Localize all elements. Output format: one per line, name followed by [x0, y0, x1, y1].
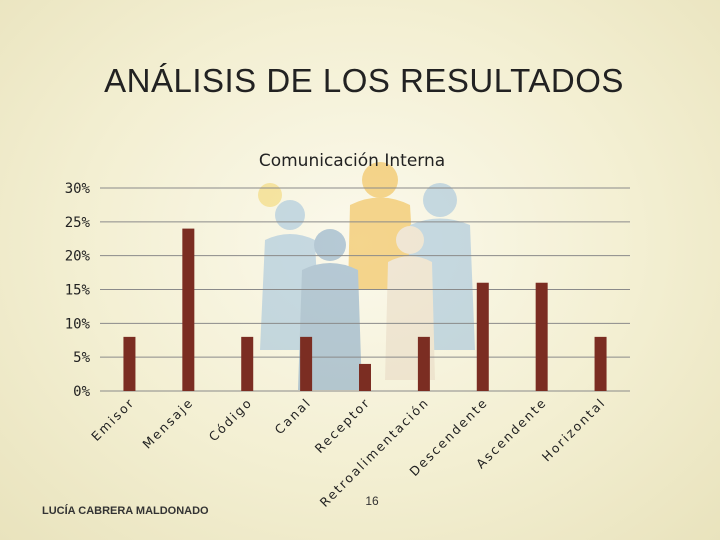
bar-código: [241, 336, 254, 391]
y-tick-label: 30%: [65, 181, 91, 197]
bar-mensaje: [182, 228, 195, 391]
y-tick-label: 25%: [65, 215, 91, 231]
y-tick-label: 10%: [65, 316, 91, 332]
x-category-label: Canal: [271, 395, 314, 438]
x-category-label: Receptor: [312, 395, 374, 457]
y-axis-ticks: 0% 5% 10% 15% 20% 25% 30%: [65, 181, 91, 400]
y-tick-label: 0%: [73, 384, 90, 400]
x-category-label: Mensaje: [139, 395, 196, 452]
y-tick-label: 15%: [65, 283, 91, 299]
chart-gridlines: [100, 187, 630, 392]
y-tick-label: 20%: [65, 249, 91, 265]
chart-title: Comunicación Interna: [259, 151, 445, 171]
x-category-label: Código: [206, 395, 256, 445]
x-category-label: Retroalimentación: [317, 395, 432, 510]
bar-emisor: [123, 336, 136, 391]
chart-bars: [123, 228, 607, 391]
bar-ascendente: [535, 282, 548, 391]
page-number: 16: [365, 494, 379, 508]
x-axis-labels: Emisor Mensaje Código CanalReceptorRetroali…: [88, 395, 609, 510]
bar-retroalimentación: [417, 336, 430, 391]
x-category-label: Emisor: [88, 395, 137, 444]
people-illustration: [258, 162, 475, 390]
slide-title: ANÁLISIS DE LOS RESULTADOS: [104, 62, 624, 99]
bar-horizontal: [594, 336, 607, 391]
author-name: LUCÍA CABRERA MALDONADO: [42, 505, 209, 517]
bar-receptor: [359, 363, 371, 391]
bar-canal: [300, 336, 313, 391]
y-tick-label: 5%: [73, 350, 90, 366]
bar-descendente: [476, 282, 489, 391]
